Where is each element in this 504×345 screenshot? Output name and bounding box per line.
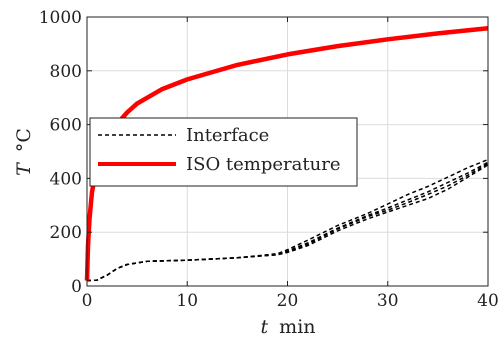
y-axis-label-var: T <box>13 162 35 176</box>
x-tick-label: 40 <box>477 291 499 311</box>
legend-label-iso: ISO temperature <box>186 154 340 175</box>
x-tick-label: 0 <box>82 291 93 311</box>
x-axis-label-unit: min <box>279 316 315 338</box>
interface-line-2 <box>86 164 489 282</box>
x-axis-label: t min <box>260 316 315 338</box>
legend-label-interface: Interface <box>186 125 269 146</box>
interface-line-3 <box>86 158 489 282</box>
y-tick-label: 0 <box>71 277 82 297</box>
y-tick-label: 800 <box>50 62 82 82</box>
iso-temperature-line <box>84 26 489 281</box>
y-axis-label: T °C <box>13 128 35 176</box>
y-tick-label: 600 <box>50 116 82 136</box>
y-axis-label-unit: °C <box>13 128 35 152</box>
x-tick-label: 20 <box>277 291 299 311</box>
legend: Interface ISO temperature <box>89 117 358 187</box>
x-axis-label-var: t <box>260 316 268 338</box>
x-tick-label: 10 <box>176 291 198 311</box>
legend-box <box>89 117 358 187</box>
series-layer <box>84 26 489 282</box>
interface-line-4 <box>86 162 489 282</box>
x-tick-label: 30 <box>377 291 399 311</box>
y-tick-label: 400 <box>50 169 82 189</box>
y-tick-label: 200 <box>50 223 82 243</box>
y-tick-label: 1000 <box>39 8 82 28</box>
